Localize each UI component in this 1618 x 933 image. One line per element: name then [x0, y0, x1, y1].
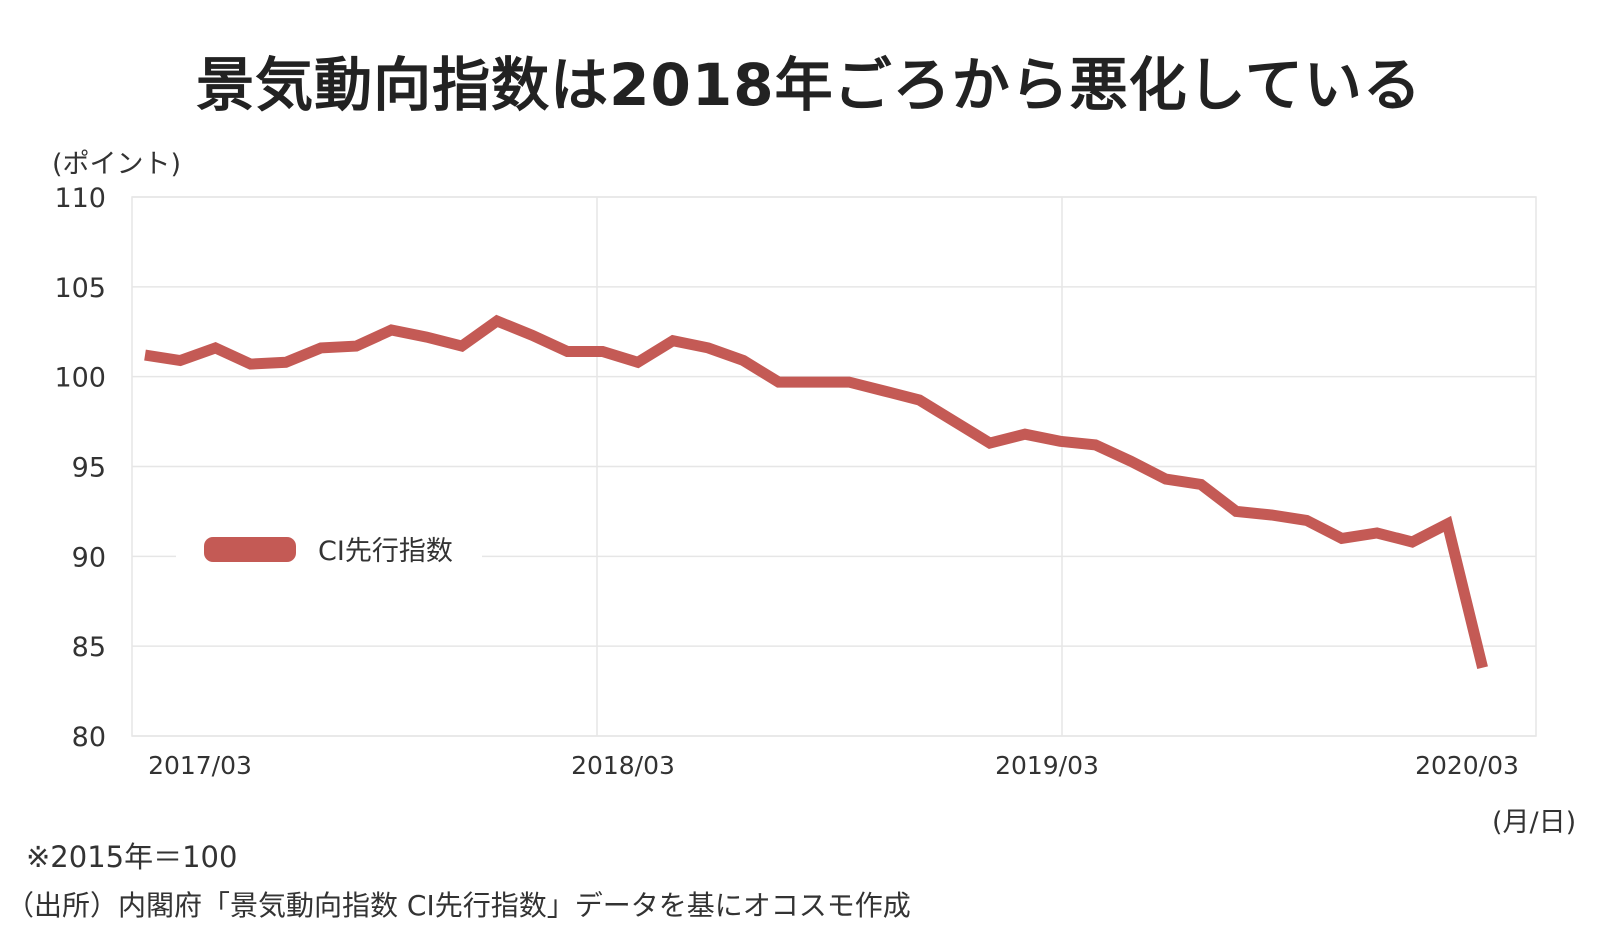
y-tick-label: 110	[54, 183, 106, 214]
x-tick-label: 2019/03	[995, 751, 1099, 780]
x-axis-unit-label: (月/日)	[1492, 807, 1577, 838]
y-axis-unit-label: (ポイント)	[52, 149, 182, 180]
y-tick-label: 105	[54, 273, 106, 304]
legend-swatch	[204, 537, 296, 562]
base-year-note: ※2015年＝100	[26, 840, 238, 874]
y-tick-label: 90	[72, 542, 106, 573]
legend-label: CI先行指数	[318, 536, 453, 567]
y-tick-label: 100	[54, 363, 106, 394]
y-tick-label: 95	[72, 453, 106, 484]
x-axis-ticks: 2017/03 2018/03 2019/03 2020/03	[148, 751, 1519, 780]
y-tick-label: 85	[72, 632, 106, 663]
grid-lines	[131, 196, 1537, 737]
legend: CI先行指数	[176, 536, 482, 570]
y-tick-label: 80	[72, 722, 106, 753]
y-axis-ticks: 110 105 100 95 90 85 80	[54, 183, 106, 753]
chart-title: 景気動向指数は2018年ごろから悪化している	[196, 51, 1422, 119]
x-tick-label: 2020/03	[1415, 751, 1519, 780]
source-note: （出所）内閣府「景気動向指数 CI先行指数」データを基にオコスモ作成	[6, 889, 911, 922]
x-tick-label: 2018/03	[571, 751, 675, 780]
x-tick-label: 2017/03	[148, 751, 252, 780]
series-line-ci-leading-index	[144, 314, 1488, 670]
